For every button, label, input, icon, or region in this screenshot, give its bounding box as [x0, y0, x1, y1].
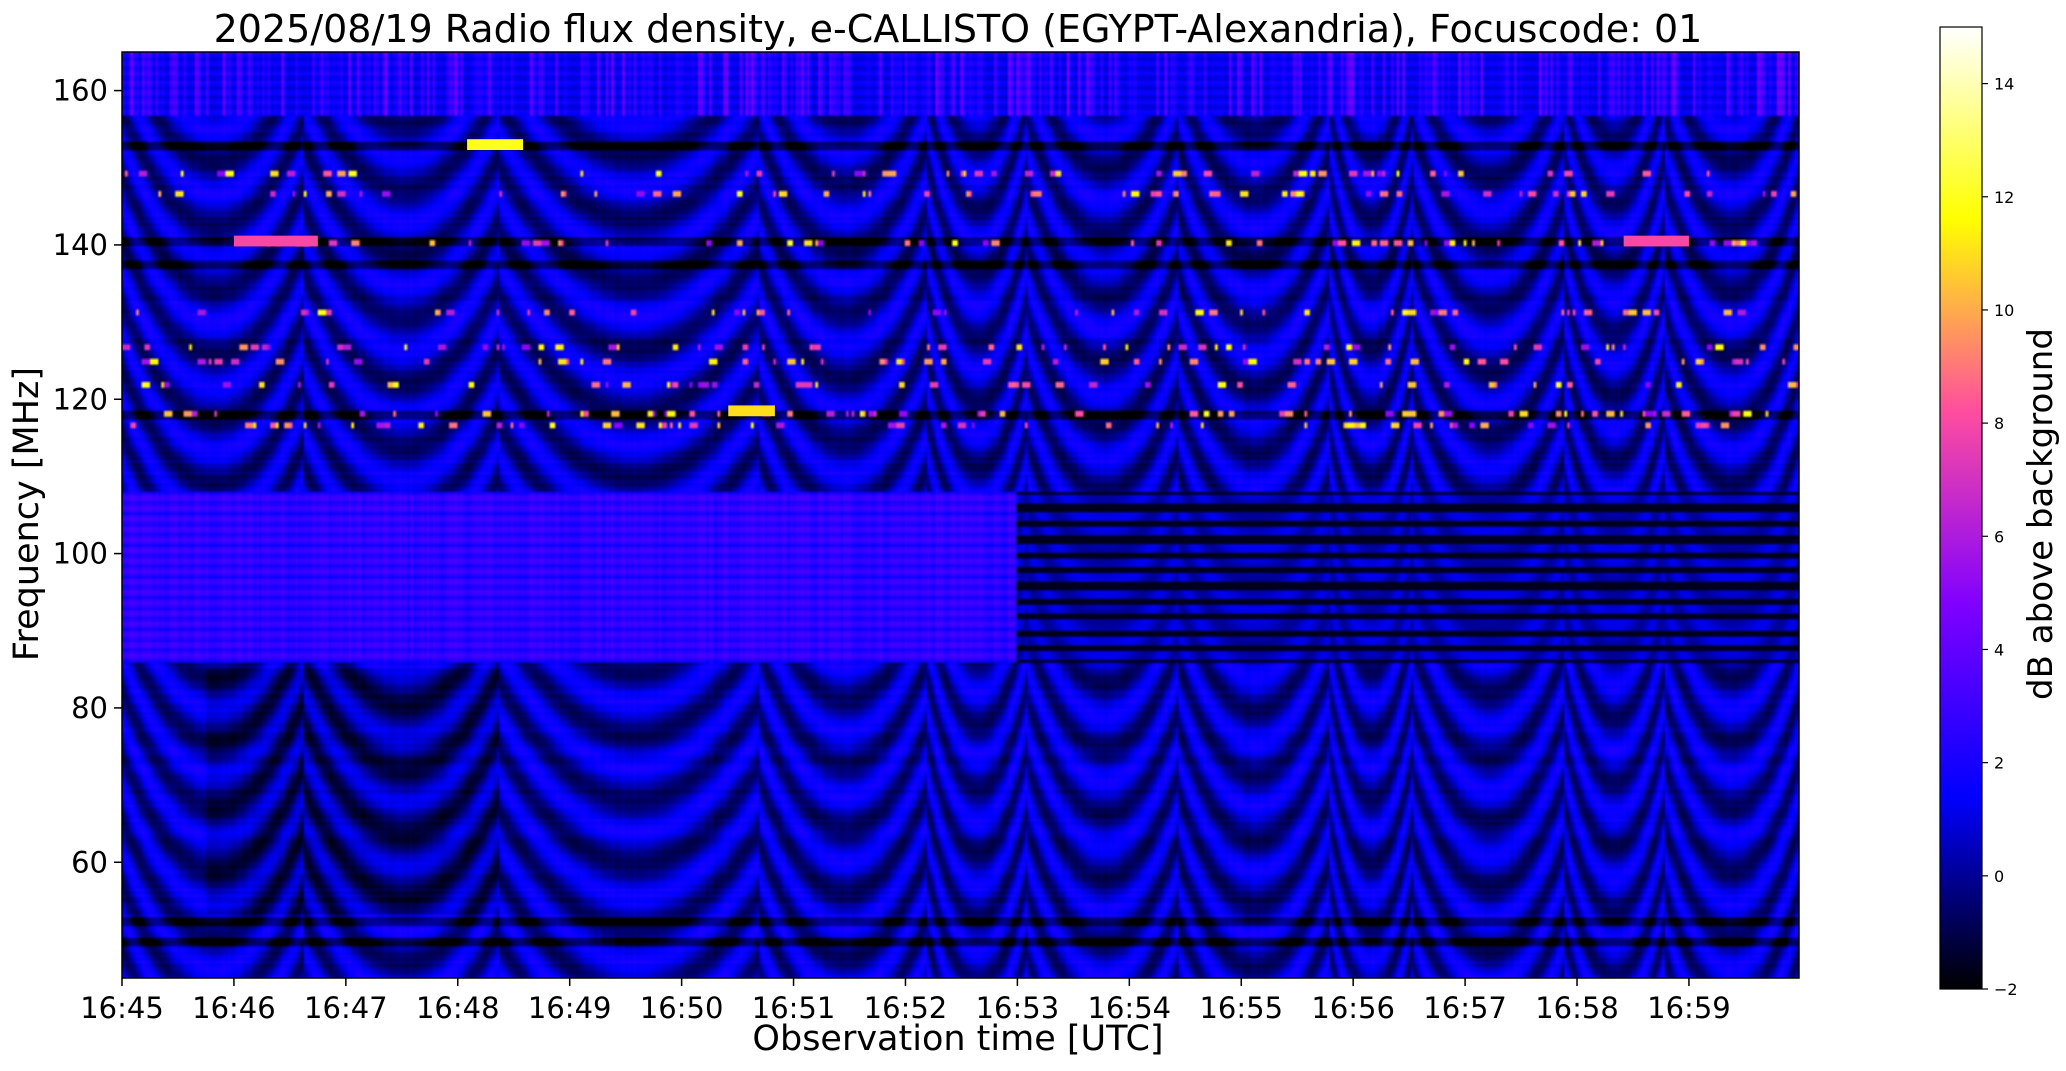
y-tick-label: 60: [71, 845, 108, 879]
colorbar-tick-label: −2: [1994, 980, 2018, 999]
x-tick-label: 16:57: [1423, 991, 1507, 1025]
y-axis-label: Frequency [MHz]: [7, 367, 47, 661]
feature-mark-2: [233, 235, 318, 247]
x-axis: 16:45 16:46 16:47 16:48 16:49 16:50 16:51 16:52…: [80, 978, 1731, 1025]
colorbar-tick-label: 6: [1994, 527, 2004, 546]
x-tick-label: 16:55: [1199, 991, 1283, 1025]
spectrogram-features: [233, 139, 1689, 417]
colorbar-tick-label: 4: [1994, 640, 2004, 659]
x-tick-label: 16:51: [752, 991, 836, 1025]
x-tick-label: 16:54: [1088, 991, 1172, 1025]
feature-mark-4: [728, 405, 775, 417]
colorbar: −2 0 2 4 6 8 10 12 14 dB above background: [1939, 26, 2061, 999]
y-tick-label: 80: [71, 691, 108, 725]
chart-title: 2025/08/19 Radio flux density, e-CALLIST…: [214, 7, 1703, 51]
x-tick-label: 16:52: [864, 991, 948, 1025]
x-tick-label: 16:45: [80, 991, 164, 1025]
colorbar-tick-label: 14: [1994, 75, 2014, 94]
x-tick-label: 16:49: [528, 991, 612, 1025]
colorbar-tick-label: 12: [1994, 188, 2014, 207]
y-tick-label: 140: [53, 228, 108, 262]
y-tick-label: 100: [53, 537, 108, 571]
x-tick-label: 16:53: [976, 991, 1060, 1025]
colorbar-label: dB above background: [2021, 328, 2061, 700]
colorbar-ticks: −2 0 2 4 6 8 10 12 14: [1982, 75, 2018, 999]
feature-mark-3: [1623, 235, 1689, 247]
x-tick-label: 16:50: [640, 991, 724, 1025]
x-tick-label: 16:58: [1535, 991, 1619, 1025]
colorbar-tick-label: 0: [1994, 867, 2004, 886]
x-tick-label: 16:56: [1311, 991, 1395, 1025]
y-axis: 60 80 100 120 140 160: [53, 74, 122, 879]
colorbar-tick-label: 8: [1994, 414, 2004, 433]
x-tick-label: 16:48: [416, 991, 500, 1025]
x-axis-label: Observation time [UTC]: [752, 1019, 1163, 1059]
y-tick-label: 120: [53, 382, 108, 416]
colorbar-tick-label: 10: [1994, 301, 2014, 320]
plot-frame: [121, 51, 1800, 979]
x-tick-label: 16:59: [1647, 991, 1731, 1025]
colorbar-gradient: [1939, 26, 1983, 990]
feature-mark-1: [467, 139, 524, 151]
colorbar-tick-label: 2: [1994, 754, 2004, 773]
y-tick-label: 160: [53, 74, 108, 108]
spectrogram-image: [122, 52, 1799, 978]
x-tick-label: 16:47: [304, 991, 388, 1025]
spectrogram-plot-area: [121, 51, 1800, 979]
x-tick-label: 16:46: [192, 991, 276, 1025]
